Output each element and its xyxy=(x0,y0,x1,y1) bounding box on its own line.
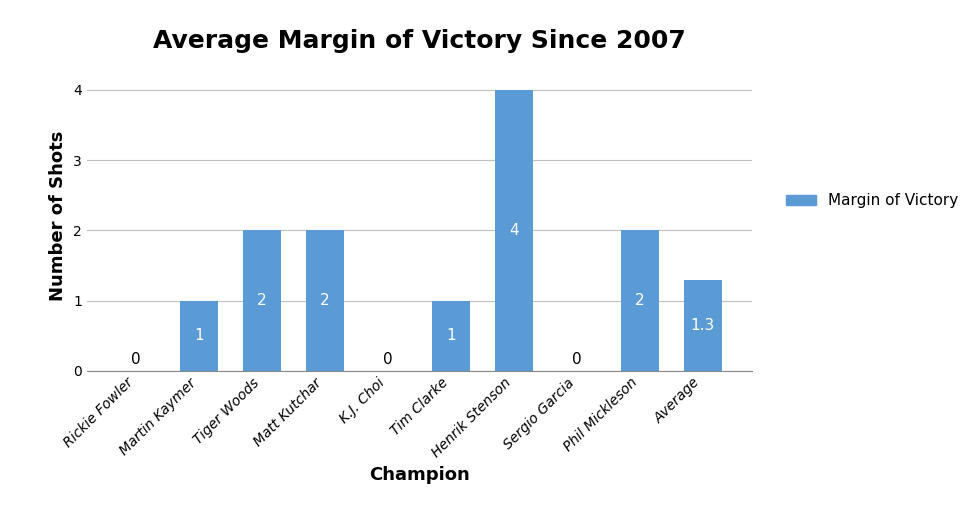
Text: 1: 1 xyxy=(446,328,456,343)
Bar xyxy=(621,230,658,371)
Y-axis label: Number of Shots: Number of Shots xyxy=(49,131,67,301)
Bar xyxy=(243,230,281,371)
Text: 0: 0 xyxy=(383,352,392,367)
Text: 0: 0 xyxy=(131,352,141,367)
Bar xyxy=(306,230,344,371)
Title: Average Margin of Victory Since 2007: Average Margin of Victory Since 2007 xyxy=(153,29,685,53)
Bar xyxy=(432,301,469,371)
Text: 1: 1 xyxy=(194,328,203,343)
Bar xyxy=(683,280,722,371)
Text: 0: 0 xyxy=(572,352,581,367)
Text: 2: 2 xyxy=(320,293,330,308)
Text: 4: 4 xyxy=(509,223,519,238)
Bar xyxy=(495,90,533,371)
X-axis label: Champion: Champion xyxy=(369,466,469,484)
Bar xyxy=(180,301,218,371)
Legend: Margin of Victory: Margin of Victory xyxy=(780,187,964,214)
Text: 1.3: 1.3 xyxy=(690,318,715,333)
Text: 2: 2 xyxy=(635,293,645,308)
Text: 2: 2 xyxy=(257,293,267,308)
